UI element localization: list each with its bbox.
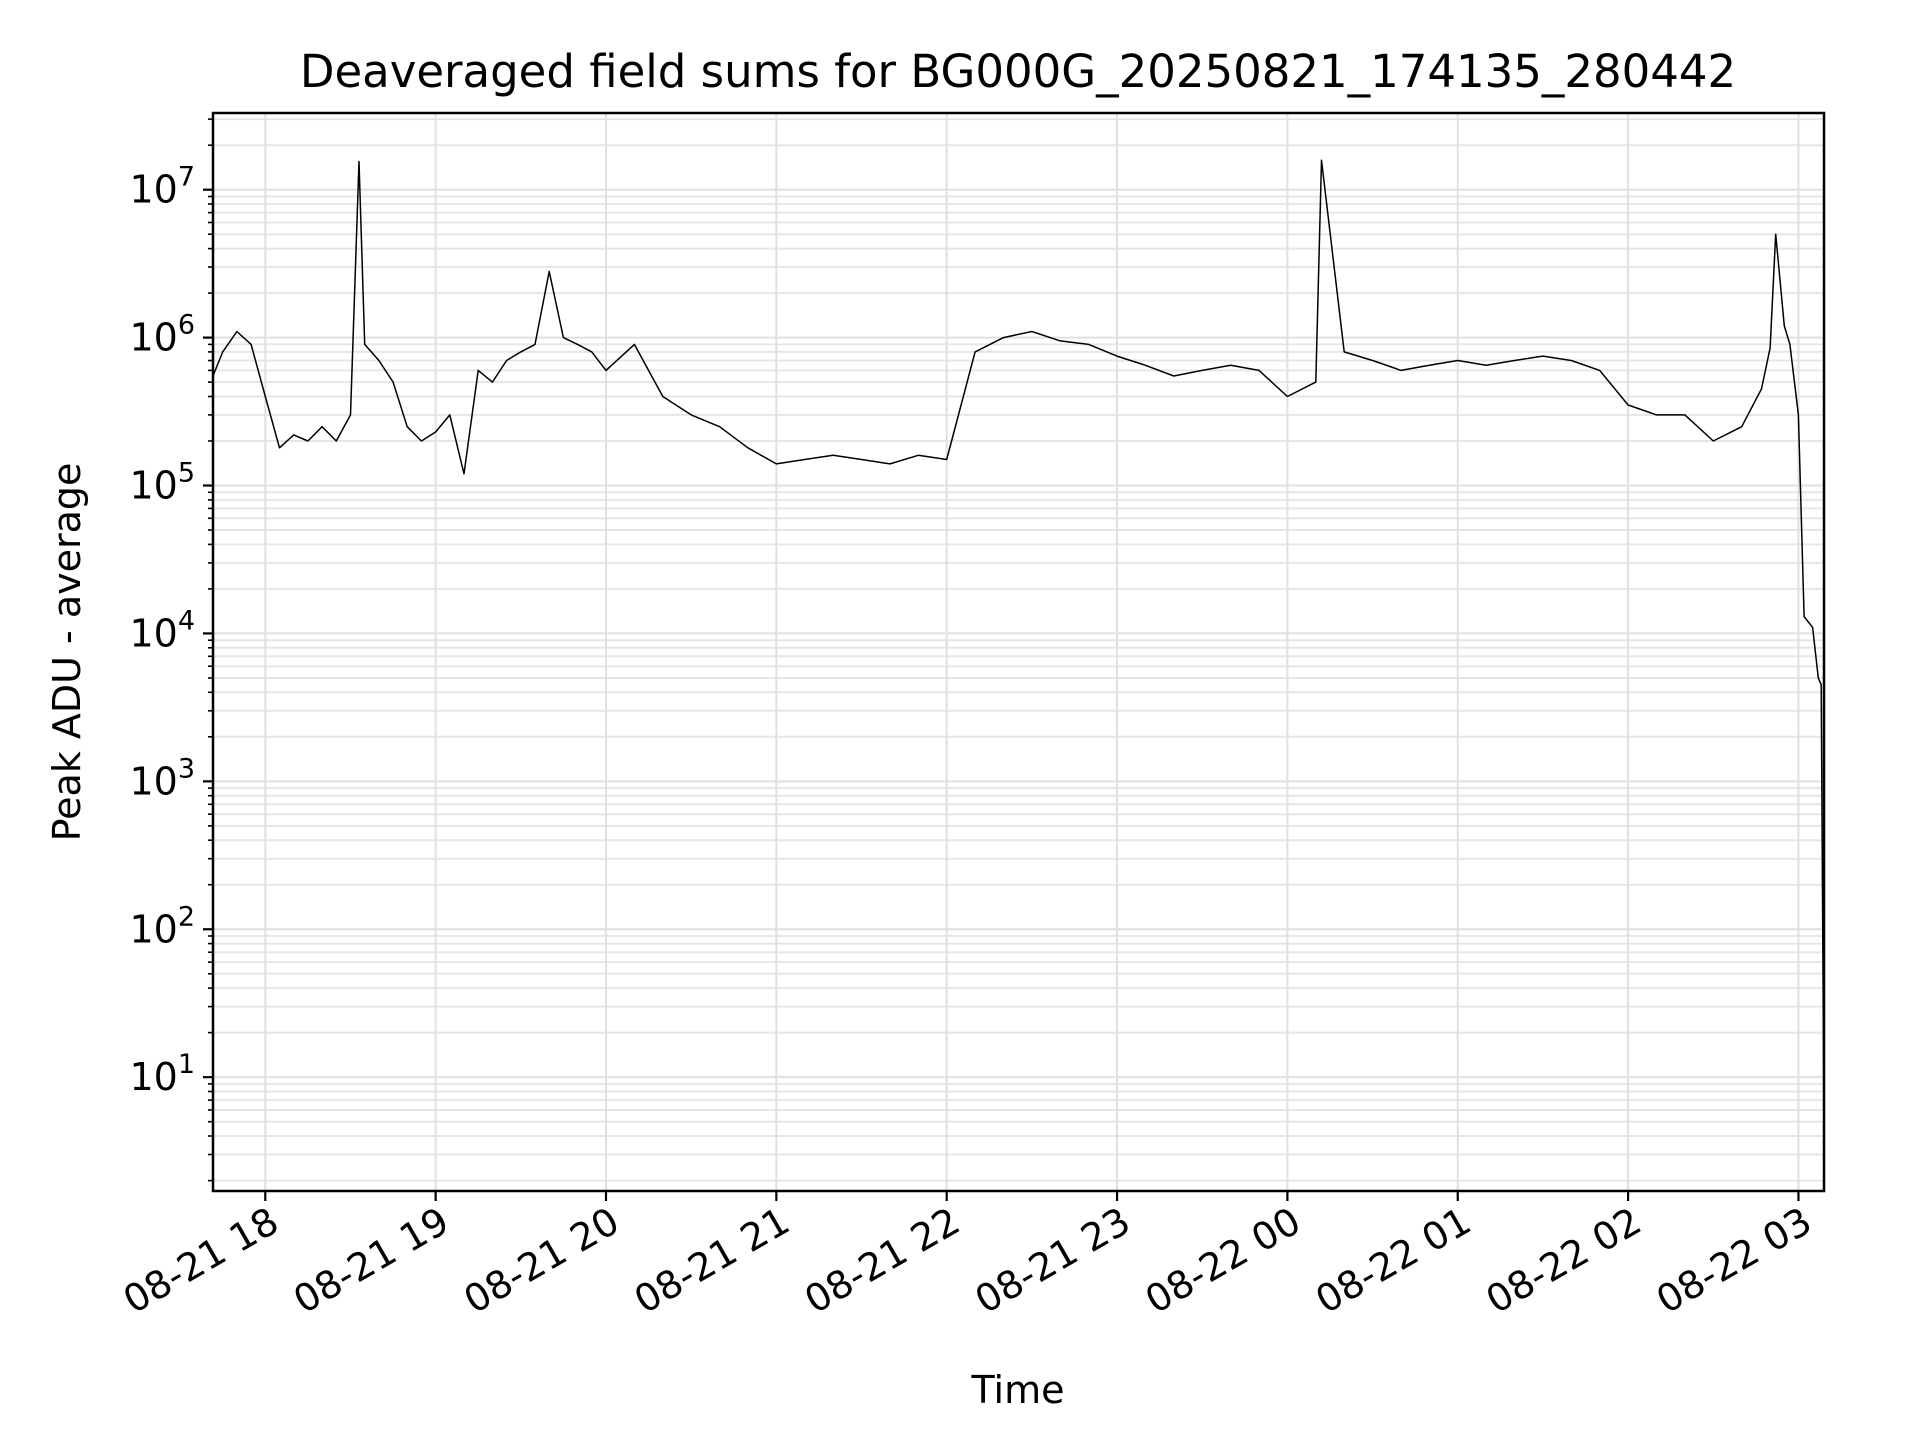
x-tick-label: 08-21 20 (457, 1199, 627, 1323)
x-axis-label: Time (971, 1368, 1065, 1412)
x-axis-ticks: 08-21 18 08-21 19 08-21 20 08-21 21 08-21 22… (116, 1191, 1819, 1322)
x-tick-label: 08-21 21 (627, 1199, 797, 1323)
x-tick-label: 08-21 18 (116, 1199, 286, 1323)
x-tick-label: 08-21 19 (286, 1199, 456, 1323)
x-tick-label: 08-22 02 (1479, 1199, 1649, 1323)
major-gridlines (213, 113, 1824, 1191)
x-tick-label: 08-22 03 (1649, 1199, 1819, 1323)
minor-gridlines (213, 118, 1824, 1182)
x-tick-label: 08-22 00 (1138, 1199, 1308, 1323)
y-axis-label: Peak ADU - average (45, 463, 89, 842)
y-axis-ticks: 101 102 103 104 105 106 107 (129, 162, 213, 1099)
series-group (212, 159, 1825, 1137)
y-tick-label: 102 (129, 901, 195, 951)
series-line (212, 159, 1825, 1137)
y-tick-label: 107 (129, 162, 195, 212)
y-tick-label: 101 (129, 1049, 195, 1099)
x-tick-label: 08-22 01 (1308, 1199, 1478, 1323)
y-tick-label: 105 (129, 458, 195, 508)
plot-frame (211, 111, 1826, 1193)
y-tick-label: 104 (129, 605, 195, 655)
y-tick-label: 103 (129, 753, 195, 803)
x-tick-label: 08-21 23 (968, 1199, 1138, 1323)
x-tick-label: 08-21 22 (797, 1199, 967, 1323)
y-tick-label: 106 (129, 310, 195, 360)
chart-title: Deaveraged field sums for BG000G_2025082… (300, 45, 1736, 98)
y-minor-ticks (208, 118, 213, 1182)
